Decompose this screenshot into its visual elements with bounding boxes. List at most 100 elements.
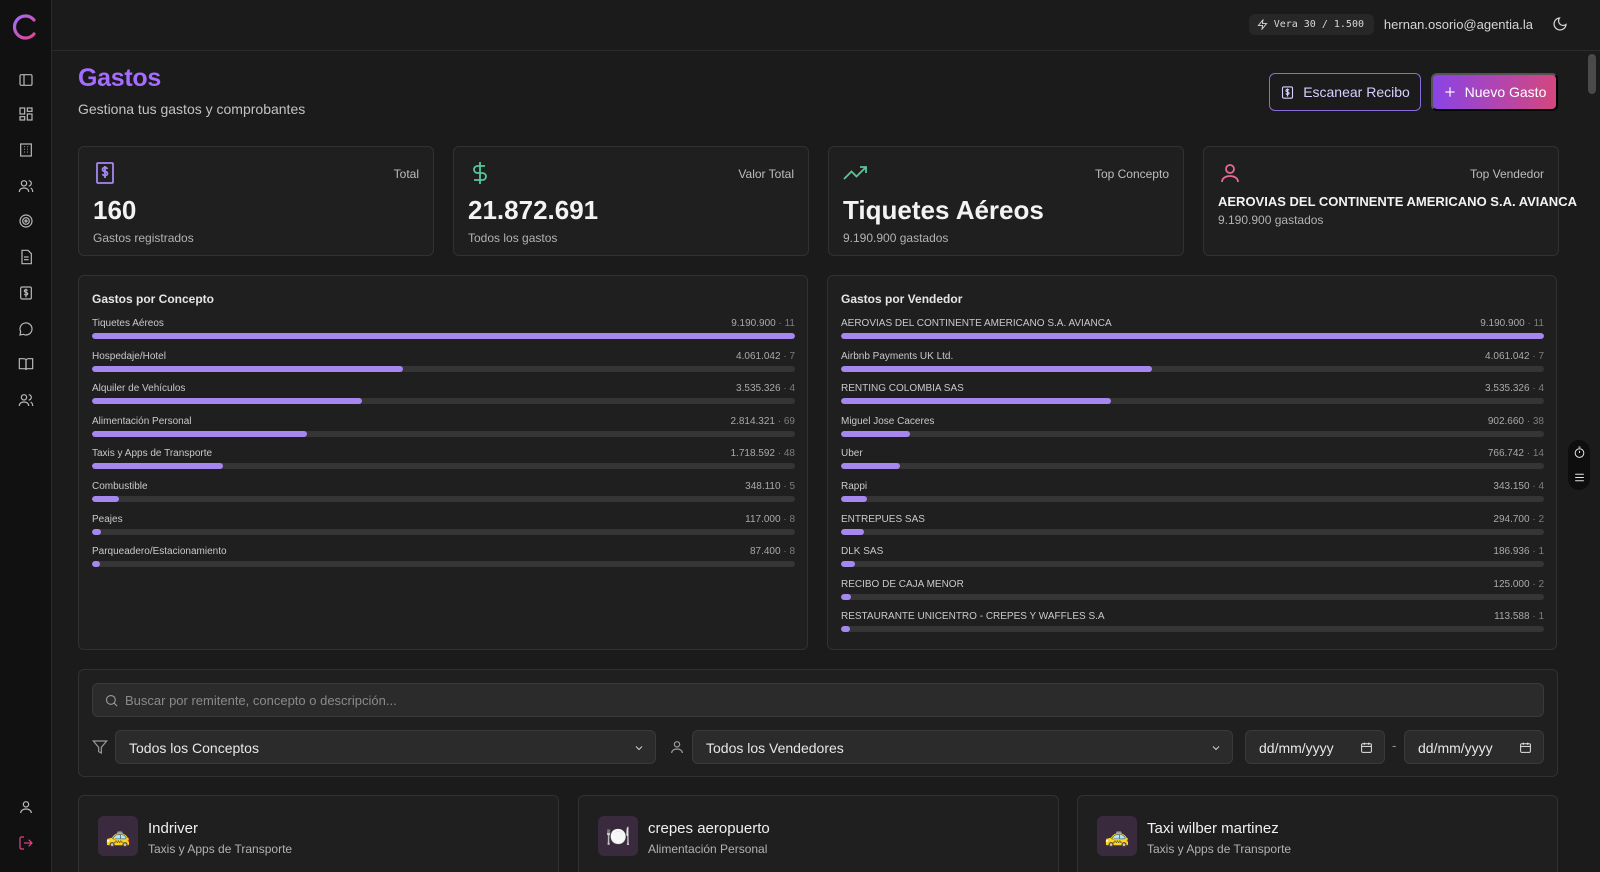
expense-title: Taxi wilber martinez <box>1147 820 1279 837</box>
bar-track <box>92 496 795 502</box>
bar-row[interactable]: Combustible 348.110 · 5 <box>92 481 795 507</box>
bar-amount-value: 113.588 <box>1494 611 1530 623</box>
stat-card-top-vendor: Top Vendedor AEROVIAS DEL CONTINENTE AME… <box>1203 146 1577 256</box>
bar-label: ENTREPUES SAS <box>841 513 925 525</box>
bar-row[interactable]: RENTING COLOMBIA SAS 3.535.326 · 4 <box>841 383 1544 409</box>
bar-label: Taxis y Apps de Transporte <box>92 448 213 460</box>
concept-select-value: Todos los Conceptos <box>129 740 259 756</box>
moon-icon[interactable] <box>1552 16 1570 34</box>
bar-label: Hospedaje/Hotel <box>92 350 166 362</box>
expense-card[interactable]: 🚕 Indriver Taxis y Apps de Transporte <box>78 795 559 872</box>
logout-icon[interactable] <box>16 833 36 853</box>
date-to-input[interactable]: dd/mm/yyyy <box>1404 730 1544 764</box>
page-title: Gastos <box>78 64 161 92</box>
bar-track <box>92 561 795 568</box>
calendar-icon[interactable] <box>1519 741 1532 754</box>
new-expense-button[interactable]: Nuevo Gasto <box>1431 73 1558 111</box>
topbar: Vera 30 / 1.500 hernan.osorio@agentia.la <box>52 0 1600 51</box>
bar-row[interactable]: RECIBO DE CAJA MENOR 125.000 · 2 <box>841 579 1544 605</box>
bar-amount-value: 294.700 <box>1493 513 1530 525</box>
team-icon[interactable] <box>16 390 36 410</box>
bar-fill <box>841 496 868 502</box>
bar-amount: 125.000 · 2 <box>1493 578 1544 590</box>
bar-row[interactable]: Uber 766.742 · 14 <box>841 448 1544 474</box>
bar-row[interactable]: Alimentación Personal 2.814.321 · 69 <box>92 416 795 442</box>
list-icon[interactable] <box>1573 471 1586 484</box>
bar-count: 4 <box>1538 383 1544 395</box>
bar-amount: 766.742 · 14 <box>1487 448 1544 460</box>
bar-row[interactable]: Airbnb Payments UK Ltd. 4.061.042 · 7 <box>841 351 1544 377</box>
users-icon[interactable] <box>16 176 36 196</box>
bar-label: Uber <box>841 448 863 460</box>
bar-row[interactable]: Alquiler de Vehículos 3.535.326 · 4 <box>92 383 795 409</box>
concept-select[interactable]: Todos los Conceptos <box>115 730 656 764</box>
bar-label: Tiquetes Aéreos <box>92 318 164 329</box>
expense-card[interactable]: 🍽️ crepes aeropuerto Alimentación Person… <box>578 795 1059 872</box>
bar-label: Combustible <box>92 481 148 492</box>
bar-amount-value: 3.535.326 <box>1485 383 1530 395</box>
scrollbar-thumb[interactable] <box>1588 54 1596 94</box>
chevron-down-icon <box>635 746 643 751</box>
document-icon[interactable] <box>16 247 36 267</box>
bar-fill <box>92 333 795 339</box>
app-logo[interactable] <box>12 13 40 41</box>
chat-icon[interactable] <box>16 319 36 339</box>
bar-row[interactable]: Miguel Jose Caceres 902.660 · 38 <box>841 416 1544 442</box>
bar-track <box>92 463 795 470</box>
bar-label: Alimentación Personal <box>92 415 192 427</box>
bar-amount-value: 3.535.326 <box>736 383 781 395</box>
bar-row[interactable]: Hospedaje/Hotel 4.061.042 · 7 <box>92 351 795 377</box>
receipt-nav-icon[interactable] <box>16 283 36 303</box>
expense-card[interactable]: 🚕 Taxi wilber martinez Taxis y Apps de T… <box>1077 795 1558 872</box>
bar-amount: 343.150 · 4 <box>1493 481 1544 492</box>
plate-icon: 🍽️ <box>598 816 638 856</box>
sidebar-toggle-icon[interactable] <box>16 70 36 90</box>
bar-label: RECIBO DE CAJA MENOR <box>841 578 964 590</box>
bar-fill <box>841 593 851 600</box>
bar-row[interactable]: DLK SAS 186.936 · 1 <box>841 546 1544 572</box>
bar-row[interactable]: Taxis y Apps de Transporte 1.718.592 · 48 <box>92 448 795 474</box>
credits-badge[interactable]: Vera 30 / 1.500 <box>1248 14 1374 35</box>
timer-icon[interactable] <box>1573 446 1586 459</box>
bar-row[interactable]: RESTAURANTE UNICENTRO - CREPES Y WAFFLES… <box>841 611 1544 637</box>
bar-row[interactable]: ENTREPUES SAS 294.700 · 2 <box>841 514 1544 540</box>
stat-label: Valor Total <box>738 167 794 181</box>
bar-fill <box>841 528 864 535</box>
bar-track <box>92 398 795 405</box>
bar-count: 8 <box>789 546 795 558</box>
vendor-select[interactable]: Todos los Vendedores <box>692 730 1233 764</box>
bar-amount: 113.588 · 1 <box>1494 611 1544 623</box>
bar-amount-value: 348.110 <box>745 481 781 492</box>
bar-row[interactable]: Parqueadero/Estacionamiento 87.400 · 8 <box>92 546 795 572</box>
scan-receipt-button[interactable]: Escanear Recibo <box>1269 73 1421 111</box>
calendar-icon[interactable] <box>1360 741 1373 754</box>
bar-row[interactable]: AEROVIAS DEL CONTINENTE AMERICANO S.A. A… <box>841 318 1544 344</box>
bar-amount: 186.936 · 1 <box>1493 546 1544 558</box>
bar-row[interactable]: Peajes 117.000 · 8 <box>92 514 795 540</box>
book-icon[interactable] <box>16 354 36 374</box>
panel-title: Gastos por Vendedor <box>841 292 963 306</box>
filters-panel: Todos los Conceptos Todos los Vendedores… <box>78 669 1558 777</box>
profile-icon[interactable] <box>16 797 36 817</box>
stat-sub: 9.190.900 gastados <box>1218 213 1324 227</box>
bar-amount-value: 902.660 <box>1487 415 1524 427</box>
bar-row[interactable]: Tiquetes Aéreos 9.190.900 · 11 <box>92 318 795 344</box>
chevron-down-icon <box>1212 746 1220 751</box>
bar-track <box>841 463 1544 470</box>
dashboard-icon[interactable] <box>16 104 36 124</box>
target-icon[interactable] <box>16 211 36 231</box>
bar-amount-value: 9.190.900 <box>1480 318 1525 329</box>
stat-card-total-value: Valor Total 21.872.691 Todos los gastos <box>453 146 809 256</box>
date-from-input[interactable]: dd/mm/yyyy <box>1245 730 1385 764</box>
user-email[interactable]: hernan.osorio@agentia.la <box>1383 17 1533 32</box>
building-icon[interactable] <box>16 140 36 160</box>
bar-row[interactable]: Rappi 343.150 · 4 <box>841 481 1544 507</box>
search-box[interactable] <box>92 683 1544 717</box>
bar-fill <box>841 398 1112 405</box>
bar-count: 5 <box>789 481 795 492</box>
receipt-icon <box>93 161 117 185</box>
bar-fill <box>92 463 224 470</box>
bar-track <box>841 496 1544 502</box>
bar-count: 48 <box>783 448 795 460</box>
search-input[interactable] <box>125 684 1525 716</box>
